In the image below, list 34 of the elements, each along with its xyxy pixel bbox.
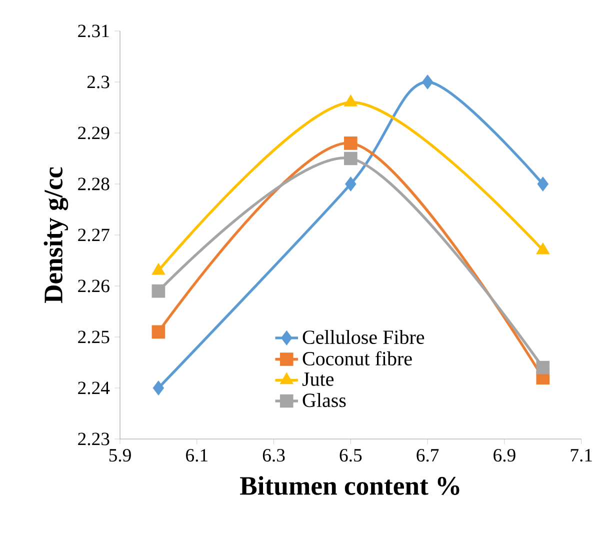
x-tick-label: 5.9: [109, 449, 131, 462]
y-tick-label: 2.31: [78, 24, 109, 38]
point: [345, 177, 356, 191]
point: [152, 284, 166, 298]
point: [344, 152, 358, 166]
x-tick-label: 6.3: [262, 449, 285, 462]
x-tick-label: 6.7: [416, 449, 439, 462]
point: [153, 381, 164, 395]
point: [344, 136, 358, 150]
point: [344, 96, 357, 106]
y-tick-label: 2.28: [78, 178, 110, 190]
x-tick-label: 6.1: [186, 449, 208, 462]
y-tick-label: 2.29: [78, 126, 110, 140]
y-tick-label: 2.26: [78, 280, 110, 292]
legend-label: Glass: [302, 393, 346, 408]
point: [536, 244, 549, 254]
y-tick-label: 2.24: [78, 382, 110, 394]
point: [152, 264, 164, 275]
point: [152, 325, 166, 339]
x-tick-label: 6.5: [340, 449, 362, 462]
y-tick-label: 2.23: [78, 432, 110, 446]
point: [536, 360, 550, 374]
x-tick-label: 6.9: [494, 449, 516, 462]
x-tick-label: 7.1: [570, 449, 592, 462]
y-tick-label: 2.25: [78, 330, 110, 344]
y-tick-label: 2.27: [78, 228, 110, 242]
point: [422, 75, 433, 89]
legend-label: Cellulose Fibre: [302, 330, 424, 344]
legend-label: Coconut fibre: [302, 351, 412, 366]
y-tick-label: 2.3: [87, 76, 110, 88]
point: [538, 177, 548, 191]
x-axis-title: Bitumen content %: [240, 476, 460, 496]
legend-label: Jute: [302, 372, 334, 386]
y-axis-title: Density g/cc: [44, 167, 68, 304]
